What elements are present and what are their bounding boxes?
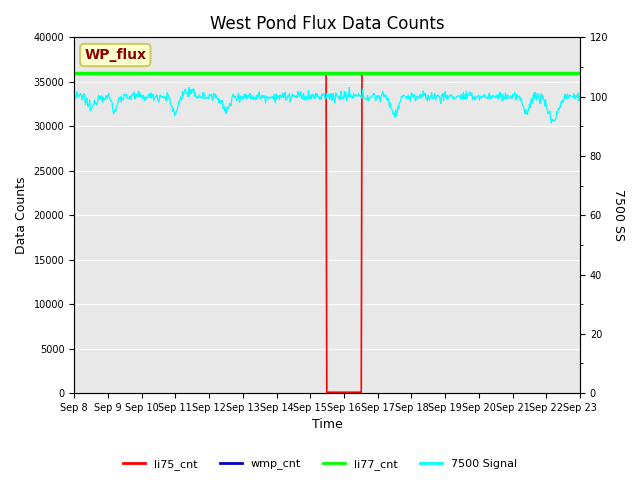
Legend: li75_cnt, wmp_cnt, li77_cnt, 7500 Signal: li75_cnt, wmp_cnt, li77_cnt, 7500 Signal — [118, 455, 522, 474]
Y-axis label: Data Counts: Data Counts — [15, 177, 28, 254]
Title: West Pond Flux Data Counts: West Pond Flux Data Counts — [210, 15, 444, 33]
X-axis label: Time: Time — [312, 419, 342, 432]
Text: WP_flux: WP_flux — [84, 48, 147, 62]
Y-axis label: 7500 SS: 7500 SS — [612, 189, 625, 241]
